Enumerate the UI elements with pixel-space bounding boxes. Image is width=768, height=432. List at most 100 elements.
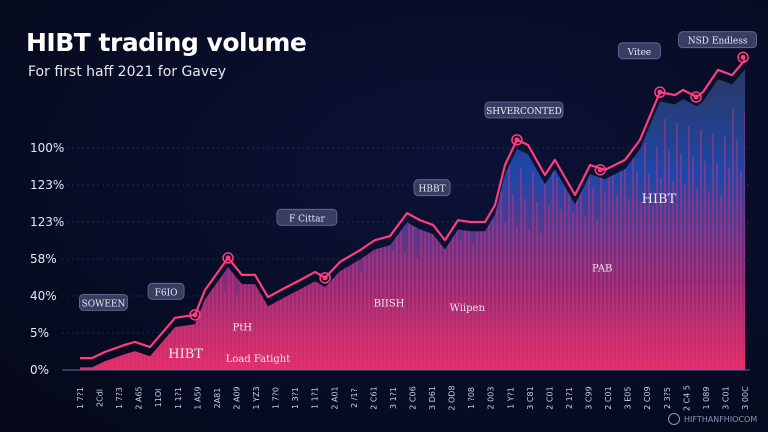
volume-bar (708, 191, 710, 370)
volume-bar (268, 274, 270, 370)
volume-bar (532, 170, 534, 370)
x-tick-label: 1 7?1 (76, 387, 85, 409)
volume-bar (156, 302, 158, 370)
volume-bar (484, 156, 486, 370)
volume-bar (632, 139, 634, 370)
watermark: HIFTHANFHIOCOM (668, 413, 757, 425)
volume-bar (392, 250, 394, 370)
volume-bar (572, 212, 574, 370)
x-tick-label: 3 C81 (526, 386, 535, 409)
volume-bar (460, 240, 462, 370)
volume-bar (492, 219, 494, 370)
volume-bar (516, 226, 518, 370)
volume-bar (676, 122, 678, 370)
volume-bar (688, 126, 690, 370)
x-tick-label: 2 /1? (350, 388, 359, 408)
volume-bar (316, 198, 318, 370)
annotation-label: Wiipen (450, 303, 486, 314)
annotation-box (484, 101, 564, 119)
volume-bar (652, 205, 654, 370)
volume-bar (520, 167, 522, 370)
volume-bar (464, 181, 466, 370)
volume-bar (584, 215, 586, 370)
annotation-box (617, 42, 661, 60)
watermark-text: HIFTHANFHIOCOM (684, 414, 758, 424)
volume-bar (188, 281, 190, 370)
data-point-marker (690, 91, 702, 103)
data-point-marker (511, 134, 523, 146)
volume-bar (388, 219, 390, 370)
volume-bar (292, 281, 294, 370)
x-tick-label: 2 A01 (330, 386, 339, 409)
data-point-marker (319, 272, 331, 284)
watermark-logo-icon (668, 413, 680, 425)
volume-bar (356, 239, 358, 370)
volume-bar (564, 150, 566, 370)
annotation-label: BIISH (374, 298, 405, 309)
x-tick-label: 3 00C (741, 386, 750, 410)
volume-bar (716, 164, 718, 370)
volume-bar (344, 236, 346, 370)
x-tick-label: 3 D61 (428, 386, 437, 410)
volume-bar (324, 260, 326, 370)
volume-bar (636, 170, 638, 370)
volume-bar (224, 291, 226, 370)
data-point-marker (737, 51, 749, 64)
volume-bar (740, 171, 742, 370)
volume-bar (236, 295, 238, 370)
y-tick-label: 123% (30, 178, 64, 192)
volume-bar (372, 184, 374, 370)
volume-bar (684, 184, 686, 370)
volume-bar (732, 108, 734, 370)
x-tick-label: 2 OD8 (448, 385, 457, 410)
volume-bar (352, 208, 354, 370)
x-tick-label: 1 YZ3 (252, 386, 261, 409)
volume-bar (408, 194, 410, 370)
volume-bar (360, 271, 362, 370)
volume-bar (440, 174, 442, 370)
volume-bar (260, 212, 262, 370)
volume-bar (696, 188, 698, 370)
volume-bar (508, 163, 510, 370)
x-tick-label: 3 1?1 (389, 387, 398, 409)
x-tick-label: 2 3?5 (663, 387, 672, 409)
x-tick-label: 2Cdl (96, 389, 105, 407)
volume-bar (604, 191, 606, 370)
x-tick-label: 1 089 (702, 387, 711, 410)
chart-title: HIBT trading volume (26, 28, 307, 57)
volume-bar (560, 208, 562, 370)
volume-bar (724, 136, 726, 370)
annotation-label: HIBT (642, 192, 677, 207)
volume-bar (644, 143, 646, 370)
volume-bar (640, 202, 642, 370)
volume-bar (264, 243, 266, 370)
data-point-dot (322, 275, 328, 281)
annotation-label: PAB (592, 263, 612, 274)
volume-bar (384, 188, 386, 370)
x-tick-label: 1 Y?1 (506, 387, 515, 409)
volume-bar (720, 195, 722, 370)
annotation-label: Vitee (627, 48, 652, 58)
volume-bar (168, 305, 170, 370)
volume-bar (276, 246, 278, 370)
annotation-label: F6IO (155, 288, 178, 298)
volume-bar (656, 146, 658, 370)
volume-bar (664, 119, 666, 370)
volume-line (80, 59, 746, 360)
volume-bar (320, 229, 322, 370)
volume-bar (648, 174, 650, 370)
volume-bar (368, 243, 370, 370)
y-tick-label: 58% (30, 252, 57, 266)
volume-bar (420, 198, 422, 370)
volume-bar (660, 177, 662, 370)
annotation-label: PtH (233, 322, 253, 333)
annotation-label: Load Fatight (226, 354, 291, 365)
volume-bar (704, 160, 706, 370)
x-tick-label: 2 A65 (135, 386, 144, 409)
volume-bar (556, 177, 558, 370)
x-tick-label: 2 1?1 (565, 387, 574, 409)
volume-bar (416, 257, 418, 370)
volume-bar (588, 157, 590, 370)
volume-bar (672, 181, 674, 370)
